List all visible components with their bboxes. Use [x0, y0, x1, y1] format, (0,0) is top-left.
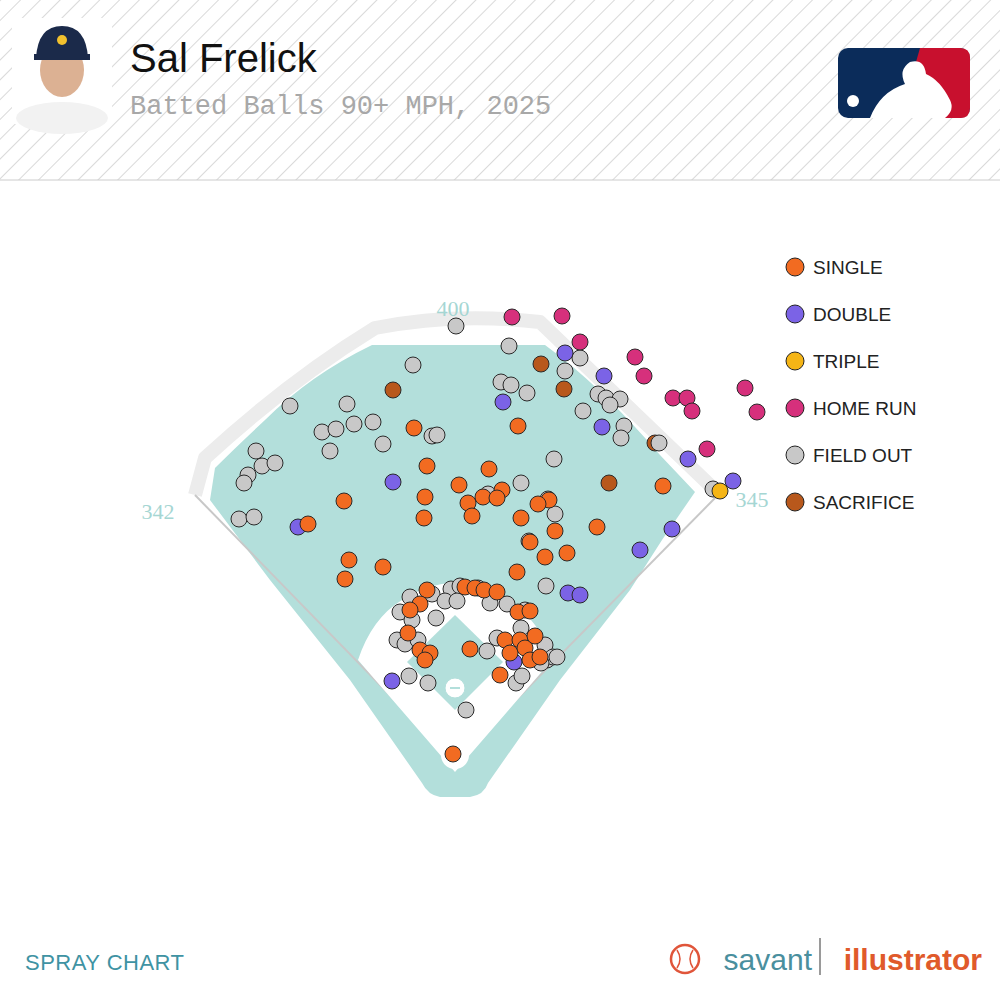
svg-text:SPRAY CHART: SPRAY CHART — [25, 950, 185, 975]
svg-text:FIELD OUT: FIELD OUT — [813, 445, 913, 466]
svg-text:345: 345 — [736, 487, 769, 512]
svg-text:SACRIFICE: SACRIFICE — [813, 492, 914, 513]
svg-text:400: 400 — [437, 296, 470, 321]
svg-text:DOUBLE: DOUBLE — [813, 304, 891, 325]
svg-text:TRIPLE: TRIPLE — [813, 351, 880, 372]
svg-text:savant: savant — [724, 943, 813, 976]
svg-text:Sal Frelick: Sal Frelick — [130, 36, 318, 80]
svg-text:illustrator: illustrator — [844, 943, 983, 976]
svg-text:HOME RUN: HOME RUN — [813, 398, 916, 419]
svg-text:Batted Balls 90+ MPH, 2025: Batted Balls 90+ MPH, 2025 — [130, 92, 551, 122]
svg-text:SINGLE: SINGLE — [813, 257, 883, 278]
svg-text:342: 342 — [142, 499, 175, 524]
